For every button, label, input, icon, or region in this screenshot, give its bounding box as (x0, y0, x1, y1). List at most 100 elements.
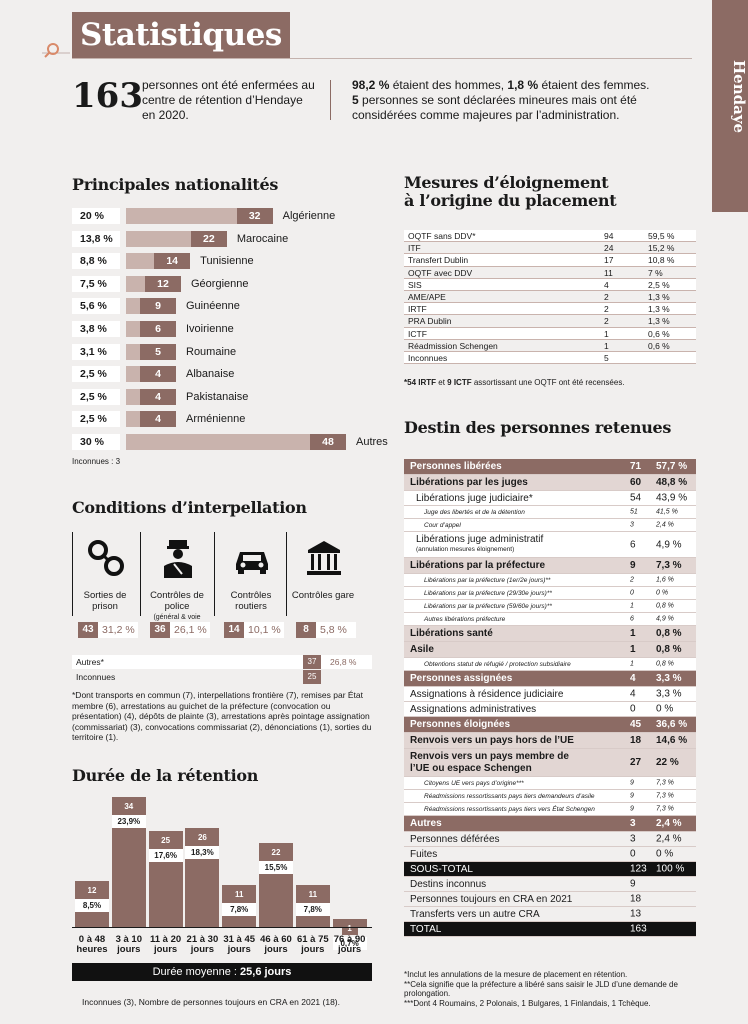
destin-count: 1 (630, 602, 634, 610)
nationality-count: 5 (140, 343, 176, 360)
nationality-count: 14 (154, 253, 191, 270)
destin-row: Obtentions statut de réfugié / protectio… (404, 658, 696, 671)
mesure-row: Réadmission Schengen 1 0,6 % (404, 340, 696, 352)
duration-category-line1: 31 à 45 (223, 934, 256, 945)
duration-bar: 34 23,9% (111, 797, 146, 927)
destin-row: Réadmissions ressortissants pays tiers d… (404, 790, 696, 813)
destin-row: TOTAL 163 (404, 922, 696, 937)
destin-count: 3 (630, 817, 636, 829)
nationality-name: Géorgienne (191, 277, 249, 290)
duration-title: Durée de la rétention (72, 766, 259, 785)
mesure-percent: 1,3 % (648, 291, 670, 302)
nationality-row: 7,5 % 12 Géorgienne (72, 275, 372, 292)
mesure-percent: 1,3 % (648, 316, 670, 327)
mesures-title: Mesures d’éloignement à l’origine du plac… (404, 173, 617, 210)
nationality-percent: 3,1 % (72, 343, 120, 360)
mesure-label: PRA Dublin (408, 316, 452, 327)
duration-category-line2: heures (76, 944, 108, 955)
destin-row: Asile 1 0,8 % (404, 642, 696, 658)
destin-percent: 14,6 % (656, 734, 688, 746)
destin-label: Fuites (410, 849, 438, 860)
condition-count: 14 (224, 622, 244, 638)
destin-row: Réadmissions ressortissants pays tiers v… (404, 803, 696, 816)
nationality-name: Ivoirienne (186, 323, 234, 335)
destin-count: 9 (630, 805, 634, 813)
nationality-name: Autres (356, 436, 388, 448)
duration-category-line2: jours (227, 944, 251, 955)
nationality-bar: 48 (126, 434, 346, 450)
police-officer-icon (158, 538, 198, 578)
destin-label: Destins inconnus (410, 879, 487, 890)
destin-percent: 22 % (656, 756, 679, 768)
mesure-label: Réadmission Schengen (408, 340, 498, 351)
nationality-row: 2,5 % 4 Albanaise (72, 366, 372, 383)
destin-title: Destin des personnes retenues (404, 418, 672, 437)
destin-percent: 7,3 % (656, 805, 674, 813)
destin-row: Personnes éloignées 45 36,6 % (404, 717, 696, 733)
nationality-count: 22 (190, 230, 227, 247)
duration-count-label: 11 (231, 888, 248, 901)
destin-percent: 1,6 % (656, 576, 674, 584)
nationality-row: 3,8 % 6 Ivoirienne (72, 321, 372, 337)
mesure-percent: 2,5 % (648, 279, 670, 290)
page-title: Statistiques (72, 12, 290, 58)
destin-label: SOUS-TOTAL (410, 864, 473, 875)
destin-percent: 0,8 % (656, 660, 674, 668)
nationality-percent: 8,8 % (72, 253, 120, 270)
destin-count: 0 (630, 848, 636, 860)
mesure-percent: 15,2 % (648, 243, 675, 254)
nationalities-note: Inconnues : 3 (72, 457, 121, 466)
condition-count: 36 (150, 622, 170, 638)
conditions-unknown-row: Inconnues 25 (72, 670, 372, 684)
destin-label: Personnes toujours en CRA en 2021 (410, 894, 573, 905)
duration-category-line1: 61 à 75 (296, 934, 329, 945)
nationality-bar: 14 (126, 253, 191, 270)
nationality-row: 13,8 % 22 Marocaine (72, 230, 372, 247)
destin-count: 1 (630, 627, 636, 639)
average-duration: Durée moyenne : 25,6 jours (72, 963, 372, 981)
conditions-others-row: Autres* 37 26,8 % (72, 655, 372, 669)
mesure-count: 5 (604, 352, 609, 363)
destin-row: Cour d’appel 3 2,4 % (404, 519, 696, 532)
condition-label: Contrôles routiers (218, 590, 284, 612)
destin-count: 18 (630, 893, 642, 905)
destin-count: 1 (630, 660, 634, 668)
duration-percent-label: 23,9% (111, 815, 146, 828)
mesure-percent: 59,5 % (648, 231, 675, 241)
duration-bar: 22 15,5% (259, 842, 293, 927)
destin-count: 51 (630, 508, 638, 516)
nationality-name: Albanaise (186, 368, 235, 381)
destin-percent: 36,6 % (656, 718, 688, 730)
mesure-label: ITF (408, 243, 421, 254)
nationality-row: 2,5 % 4 Pakistanaise (72, 388, 372, 405)
mesure-count: 4 (604, 279, 609, 290)
destin-row: Personnes déférées 3 2,4 % (404, 832, 696, 847)
destin-count: 9 (630, 559, 636, 571)
side-tab: Hendaye (712, 0, 748, 212)
duration-category-line1: 21 à 30 (186, 934, 219, 945)
destin-label: Citoyens UE vers pays d’origine*** (424, 780, 524, 787)
condition-count: 8 (296, 622, 316, 638)
mesure-row: ICTF 1 0,6 % (404, 327, 696, 340)
condition-divider (214, 532, 215, 616)
destin-count: 27 (630, 756, 642, 768)
handcuffs-icon (86, 538, 126, 578)
destin-row: Personnes toujours en CRA en 2021 18 (404, 892, 696, 907)
destin-count: 6 (630, 539, 636, 550)
destin-count: 60 (630, 476, 642, 488)
destin-count: 9 (630, 779, 634, 787)
duration-count-label: 25 (157, 835, 174, 848)
destin-percent: 0 % (656, 848, 674, 860)
condition-percent: 5,8 % (316, 622, 356, 638)
destin-footnotes: *Inclut les annulations de la mesure de … (404, 970, 696, 1008)
mesure-label: Inconnues (408, 352, 448, 363)
destin-percent: 7,3 % (656, 779, 674, 787)
nationality-percent: 13,8 % (72, 230, 120, 247)
mesure-row: OQTF avec DDV 11 7 % (404, 267, 696, 279)
duration-percent-label: 7,8% (295, 902, 330, 916)
nationality-row: 20 % 32 Algérienne (72, 208, 372, 224)
nationality-percent: 2,5 % (72, 366, 120, 383)
duration-category-line1: 0 à 48 (78, 934, 106, 945)
destin-label: Cour d’appel (424, 522, 461, 529)
mesure-label: OQTF avec DDV (408, 267, 473, 278)
